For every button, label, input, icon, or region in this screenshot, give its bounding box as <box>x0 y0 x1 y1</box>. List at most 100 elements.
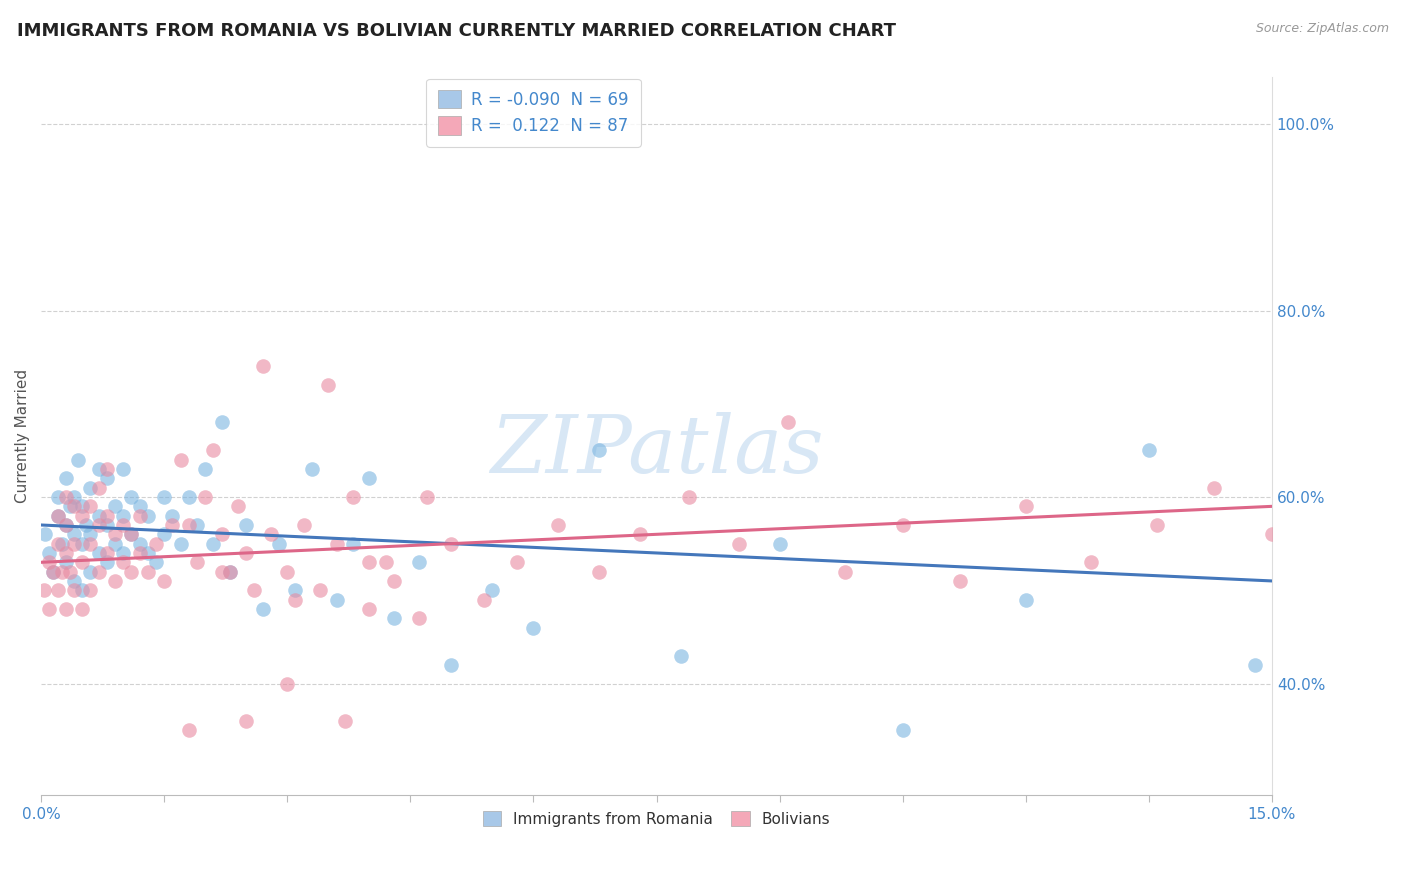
Point <box>374 555 396 569</box>
Point <box>128 500 150 514</box>
Point <box>79 536 101 550</box>
Point <box>276 676 298 690</box>
Point <box>120 527 142 541</box>
Y-axis label: Currently Married: Currently Married <box>15 369 30 503</box>
Point <box>243 583 266 598</box>
Point <box>63 583 86 598</box>
Point <box>776 416 799 430</box>
Point <box>79 565 101 579</box>
Point <box>63 536 86 550</box>
Point <box>1146 518 1168 533</box>
Point <box>46 583 69 598</box>
Point <box>252 602 274 616</box>
Point <box>177 723 200 738</box>
Point <box>834 565 856 579</box>
Point <box>70 583 93 598</box>
Point <box>70 500 93 514</box>
Point <box>284 583 307 598</box>
Point <box>104 527 127 541</box>
Point <box>284 592 307 607</box>
Point <box>211 416 233 430</box>
Point <box>276 565 298 579</box>
Point <box>70 602 93 616</box>
Point <box>70 508 93 523</box>
Point <box>42 565 65 579</box>
Point <box>226 500 249 514</box>
Point <box>112 555 135 569</box>
Point <box>55 490 77 504</box>
Point <box>104 500 127 514</box>
Point <box>267 536 290 550</box>
Point <box>96 555 118 569</box>
Point <box>96 518 118 533</box>
Point <box>104 536 127 550</box>
Point <box>55 518 77 533</box>
Point <box>235 518 257 533</box>
Point <box>727 536 749 550</box>
Point <box>87 546 110 560</box>
Point <box>481 583 503 598</box>
Point <box>112 518 135 533</box>
Point <box>128 536 150 550</box>
Legend: Immigrants from Romania, Bolivians: Immigrants from Romania, Bolivians <box>475 804 838 834</box>
Point <box>79 500 101 514</box>
Point <box>628 527 651 541</box>
Point <box>153 527 176 541</box>
Point <box>136 508 159 523</box>
Point <box>218 565 240 579</box>
Point <box>218 565 240 579</box>
Point <box>177 518 200 533</box>
Point <box>177 490 200 504</box>
Point <box>162 508 184 523</box>
Point <box>70 555 93 569</box>
Point <box>316 378 339 392</box>
Point <box>87 481 110 495</box>
Point <box>186 518 208 533</box>
Point <box>359 471 381 485</box>
Point <box>136 546 159 560</box>
Point <box>46 490 69 504</box>
Point <box>46 508 69 523</box>
Point <box>63 574 86 588</box>
Point <box>112 508 135 523</box>
Point <box>1015 500 1038 514</box>
Point <box>55 602 77 616</box>
Point <box>768 536 790 550</box>
Point <box>506 555 529 569</box>
Text: Source: ZipAtlas.com: Source: ZipAtlas.com <box>1256 22 1389 36</box>
Point <box>325 536 347 550</box>
Point <box>588 565 610 579</box>
Point <box>202 536 225 550</box>
Point <box>38 546 60 560</box>
Point <box>678 490 700 504</box>
Point <box>1137 443 1160 458</box>
Point <box>145 555 167 569</box>
Point <box>211 565 233 579</box>
Point <box>342 490 364 504</box>
Point <box>55 518 77 533</box>
Point <box>87 462 110 476</box>
Point <box>252 359 274 374</box>
Point <box>342 536 364 550</box>
Point <box>70 536 93 550</box>
Point <box>162 518 184 533</box>
Point <box>32 583 55 598</box>
Point <box>59 500 82 514</box>
Point <box>55 555 77 569</box>
Point <box>79 527 101 541</box>
Point <box>153 574 176 588</box>
Point <box>260 527 283 541</box>
Point <box>309 583 332 598</box>
Point <box>472 592 495 607</box>
Point <box>1261 527 1284 541</box>
Point <box>1015 592 1038 607</box>
Point <box>128 508 150 523</box>
Point <box>112 462 135 476</box>
Point <box>359 602 381 616</box>
Point <box>87 565 110 579</box>
Point <box>46 536 69 550</box>
Point <box>87 508 110 523</box>
Point <box>333 714 356 728</box>
Point <box>292 518 315 533</box>
Point <box>34 527 56 541</box>
